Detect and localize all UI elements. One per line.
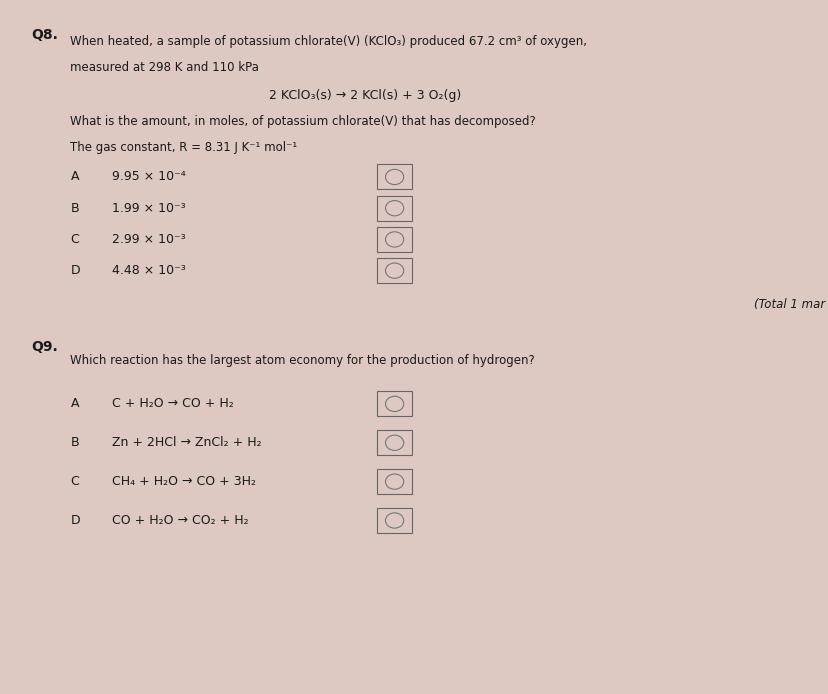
Text: 1.99 × 10⁻³: 1.99 × 10⁻³ xyxy=(112,202,185,214)
Text: A: A xyxy=(70,171,79,183)
Text: C + H₂O → CO + H₂: C + H₂O → CO + H₂ xyxy=(112,398,233,410)
Text: C: C xyxy=(70,475,79,488)
Text: 4.48 × 10⁻³: 4.48 × 10⁻³ xyxy=(112,264,185,277)
Text: (Total 1 mar: (Total 1 mar xyxy=(753,298,824,312)
FancyBboxPatch shape xyxy=(377,391,412,416)
Text: Q9.: Q9. xyxy=(31,340,58,354)
Text: D: D xyxy=(70,264,80,277)
Text: Which reaction has the largest atom economy for the production of hydrogen?: Which reaction has the largest atom econ… xyxy=(70,354,535,367)
Text: B: B xyxy=(70,202,79,214)
Text: 2 KClO₃(s) → 2 KCl(s) + 3 O₂(g): 2 KClO₃(s) → 2 KCl(s) + 3 O₂(g) xyxy=(268,89,460,102)
FancyBboxPatch shape xyxy=(377,164,412,189)
Text: measured at 298 K and 110 kPa: measured at 298 K and 110 kPa xyxy=(70,61,259,74)
Text: C: C xyxy=(70,233,79,246)
Text: CO + H₂O → CO₂ + H₂: CO + H₂O → CO₂ + H₂ xyxy=(112,514,248,527)
FancyBboxPatch shape xyxy=(377,508,412,533)
Text: D: D xyxy=(70,514,80,527)
Text: The gas constant, R = 8.31 J K⁻¹ mol⁻¹: The gas constant, R = 8.31 J K⁻¹ mol⁻¹ xyxy=(70,141,297,154)
Text: What is the amount, in moles, of potassium chlorate(V) that has decomposed?: What is the amount, in moles, of potassi… xyxy=(70,115,536,128)
FancyBboxPatch shape xyxy=(377,258,412,283)
Text: 2.99 × 10⁻³: 2.99 × 10⁻³ xyxy=(112,233,185,246)
Text: Q8.: Q8. xyxy=(31,28,58,42)
Text: 9.95 × 10⁻⁴: 9.95 × 10⁻⁴ xyxy=(112,171,185,183)
Text: When heated, a sample of potassium chlorate(V) (KClO₃) produced 67.2 cm³ of oxyg: When heated, a sample of potassium chlor… xyxy=(70,35,587,48)
Text: B: B xyxy=(70,437,79,449)
FancyBboxPatch shape xyxy=(377,196,412,221)
FancyBboxPatch shape xyxy=(377,430,412,455)
Text: CH₄ + H₂O → CO + 3H₂: CH₄ + H₂O → CO + 3H₂ xyxy=(112,475,256,488)
Text: Zn + 2HCl → ZnCl₂ + H₂: Zn + 2HCl → ZnCl₂ + H₂ xyxy=(112,437,261,449)
FancyBboxPatch shape xyxy=(377,469,412,494)
Text: A: A xyxy=(70,398,79,410)
FancyBboxPatch shape xyxy=(377,227,412,252)
